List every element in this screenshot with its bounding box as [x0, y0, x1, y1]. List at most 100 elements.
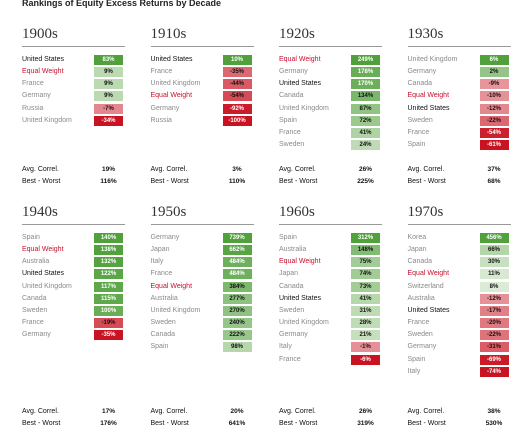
return-cell: -10% — [479, 91, 509, 102]
country-name: Germany — [22, 92, 51, 100]
country-name: France — [22, 80, 44, 88]
return-cell: 456% — [479, 233, 509, 243]
country-name: Equal Weight — [150, 282, 193, 290]
return-cell: 270% — [222, 305, 252, 316]
stat-label: Best - Worst — [407, 420, 446, 427]
stat-value: 225% — [357, 178, 374, 185]
country-name: United Kingdom — [407, 56, 458, 63]
country-name: United States — [279, 294, 322, 302]
return-cell: 98% — [222, 342, 252, 353]
country-name: Germany — [279, 68, 308, 76]
decade-heading: 1930s — [407, 26, 444, 42]
return-cell: 72% — [351, 115, 380, 126]
return-cell: 739% — [222, 233, 252, 243]
divider — [150, 46, 254, 47]
return-cell: 30% — [479, 257, 509, 268]
country-name: Germany — [279, 331, 308, 339]
return-cell: -6% — [351, 354, 380, 365]
return-cell: -7% — [94, 103, 123, 114]
return-cell: 9% — [94, 67, 123, 78]
return-cell: -31% — [479, 342, 509, 353]
country-name: Equal Weight — [407, 92, 450, 100]
decade-heading: 1960s — [279, 204, 315, 220]
return-cell: 178% — [351, 67, 380, 78]
country-name: Equal Weight — [22, 246, 64, 254]
return-cell: 484% — [222, 269, 252, 280]
country-name: Spain — [407, 355, 426, 363]
return-cell: 122% — [94, 269, 123, 280]
divider — [150, 224, 254, 225]
country-name: Russia — [150, 116, 172, 124]
decade-heading: 1970s — [407, 204, 444, 220]
stat-label: Avg. Correl. — [150, 166, 188, 173]
country-name: Australia — [279, 246, 307, 254]
return-cell: -44% — [222, 79, 252, 90]
return-cell: 140% — [94, 233, 123, 243]
country-name: United Kingdom — [279, 104, 329, 112]
return-cell: -22% — [479, 330, 509, 341]
return-cell: 170% — [351, 79, 380, 90]
country-name: France — [150, 270, 173, 278]
return-cell: 41% — [351, 127, 380, 138]
country-name: France — [22, 319, 44, 327]
return-cell: 249% — [351, 55, 380, 65]
return-cell: 66% — [479, 245, 509, 256]
decade-heading: 1920s — [279, 26, 315, 42]
stat-label: Best - Worst — [150, 178, 189, 185]
country-name: United States — [22, 56, 65, 63]
country-name: Italy — [150, 258, 164, 266]
decade-heading: 1900s — [22, 26, 58, 42]
return-cell: 100% — [94, 305, 123, 316]
stat-value: 20% — [230, 408, 244, 415]
stat-label: Best - Worst — [279, 178, 318, 185]
country-name: Equal Weight — [279, 56, 321, 63]
return-cell: -92% — [222, 103, 252, 114]
country-name: France — [407, 319, 430, 327]
country-name: United Kingdom — [22, 116, 72, 124]
country-name: United Kingdom — [150, 80, 201, 88]
country-name: Australia — [22, 258, 50, 266]
country-name: United States — [279, 80, 322, 88]
stat-label: Avg. Correl. — [22, 166, 59, 173]
return-cell: -54% — [222, 91, 252, 102]
page-title: Rankings of Equity Excess Returns by Dec… — [22, 0, 222, 8]
country-name: Canada — [150, 331, 176, 339]
stat-label: Best - Worst — [22, 420, 61, 427]
return-cell: -19% — [94, 318, 123, 329]
return-cell: 28% — [351, 318, 380, 329]
return-cell: -69% — [479, 354, 509, 365]
return-cell: -34% — [94, 115, 123, 126]
return-cell: -35% — [94, 330, 123, 341]
divider — [279, 46, 382, 47]
return-cell: 148% — [351, 245, 380, 256]
country-name: Japan — [407, 246, 427, 254]
divider — [407, 46, 511, 47]
return-cell: 240% — [222, 318, 252, 329]
stat-value: 319% — [357, 420, 374, 427]
stat-label: Best - Worst — [407, 178, 446, 185]
return-cell: -54% — [479, 127, 509, 138]
decade-heading: 1910s — [150, 26, 187, 42]
country-name: Spain — [22, 234, 40, 241]
return-cell: 384% — [222, 281, 252, 292]
country-name: Sweden — [22, 306, 48, 314]
country-name: Germany — [407, 343, 437, 351]
country-name: Japan — [279, 270, 299, 278]
country-name: France — [279, 355, 301, 363]
stat-value: 3% — [232, 166, 242, 173]
country-name: Sweden — [279, 306, 305, 314]
country-name: Russia — [22, 104, 44, 112]
country-name: United Kingdom — [279, 319, 329, 327]
country-name: Canada — [279, 92, 304, 100]
stat-value: 19% — [101, 166, 115, 173]
return-cell: -1% — [351, 342, 380, 353]
country-name: Sweden — [407, 331, 433, 339]
country-name: Equal Weight — [407, 270, 450, 278]
country-name: Australia — [407, 294, 435, 302]
stat-value: 68% — [487, 178, 501, 185]
stat-label: Avg. Correl. — [150, 408, 188, 415]
return-cell: 8% — [479, 281, 509, 292]
country-name: United Kingdom — [22, 282, 72, 290]
return-cell: 134% — [351, 91, 380, 102]
